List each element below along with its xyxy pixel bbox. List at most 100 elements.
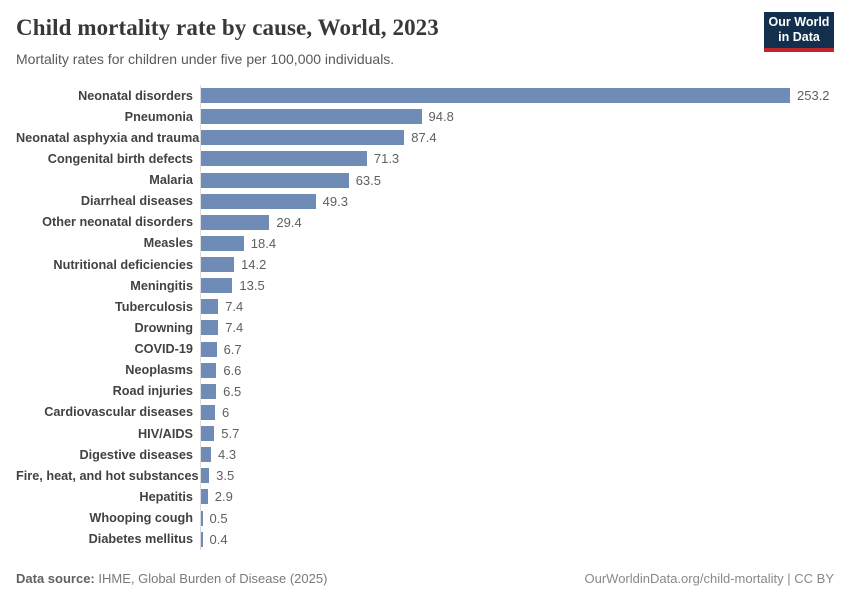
bar-track: 7.4 bbox=[200, 296, 834, 318]
bar[interactable] bbox=[201, 299, 219, 315]
bar[interactable] bbox=[201, 362, 217, 378]
value-label: 49.3 bbox=[322, 193, 348, 209]
category-label: Tuberculosis bbox=[114, 299, 193, 314]
value-label: 3.5 bbox=[216, 468, 235, 484]
bar-row: Malaria 63.5 bbox=[16, 169, 834, 191]
bar[interactable] bbox=[201, 426, 215, 442]
category-label: Neonatal disorders bbox=[78, 88, 193, 103]
bar-row: Neonatal asphyxia and trauma 87.4 bbox=[16, 127, 834, 149]
bar-track: 6 bbox=[200, 401, 834, 423]
category-label: Hepatitis bbox=[139, 489, 193, 504]
category-label: Fire, heat, and hot substances bbox=[16, 468, 199, 483]
bar[interactable] bbox=[201, 172, 349, 188]
category-label: Digestive diseases bbox=[79, 447, 193, 462]
footer-attribution: OurWorldinData.org/child-mortality | CC … bbox=[584, 571, 834, 586]
category-label: Pneumonia bbox=[124, 109, 193, 124]
chart-title: Child mortality rate by cause, World, 20… bbox=[16, 15, 439, 40]
value-label: 94.8 bbox=[428, 109, 454, 125]
bar-track: 7.4 bbox=[200, 317, 834, 339]
bar-row: Nutritional deficiencies 14.2 bbox=[16, 254, 834, 276]
bar[interactable] bbox=[201, 320, 219, 336]
value-label: 18.4 bbox=[250, 235, 277, 251]
footer-url[interactable]: OurWorldinData.org/child-mortality bbox=[584, 571, 784, 586]
category-label: Malaria bbox=[149, 173, 193, 188]
bar-row: Other neonatal disorders 29.4 bbox=[16, 211, 834, 233]
bar-row: Tuberculosis 7.4 bbox=[16, 296, 834, 318]
bar-track: 94.8 bbox=[200, 106, 834, 128]
bar-track: 63.5 bbox=[200, 169, 834, 191]
data-source-value: IHME, Global Burden of Disease (2025) bbox=[98, 571, 328, 586]
owid-logo[interactable]: Our World in Data bbox=[764, 12, 834, 52]
chart-header: Child mortality rate by cause, World, 20… bbox=[16, 12, 834, 68]
bar-track: 6.6 bbox=[200, 359, 834, 381]
bar[interactable] bbox=[201, 278, 233, 294]
value-label: 6.7 bbox=[223, 341, 242, 357]
category-label: Meningitis bbox=[130, 278, 193, 293]
bar-track: 71.3 bbox=[200, 148, 834, 170]
value-label: 0.5 bbox=[209, 510, 228, 526]
bar-row: Diabetes mellitus 0.4 bbox=[16, 528, 834, 550]
bar-track: 29.4 bbox=[200, 211, 834, 233]
bar[interactable] bbox=[201, 341, 217, 357]
bar-row: Fire, heat, and hot substances 3.5 bbox=[16, 465, 834, 487]
bar-track: 0.5 bbox=[200, 507, 834, 529]
bar-track: 14.2 bbox=[200, 254, 834, 276]
category-label: HIV/AIDS bbox=[138, 426, 193, 441]
category-label: Road injuries bbox=[112, 384, 193, 399]
bar[interactable] bbox=[201, 88, 790, 104]
category-label: Whooping cough bbox=[89, 511, 193, 526]
bar-row: HIV/AIDS 5.7 bbox=[16, 423, 834, 445]
chart-subtitle: Mortality rates for children under five … bbox=[16, 51, 395, 67]
bar-row: Cardiovascular diseases 6 bbox=[16, 401, 834, 423]
value-label: 7.4 bbox=[225, 299, 244, 315]
bar-track: 3.5 bbox=[200, 465, 834, 487]
bar-row: Road injuries 6.5 bbox=[16, 380, 834, 402]
bar[interactable] bbox=[201, 109, 422, 125]
category-label: Other neonatal disorders bbox=[42, 215, 193, 230]
category-label: Congenital birth defects bbox=[47, 151, 193, 166]
category-label: Diarrheal diseases bbox=[80, 194, 193, 209]
bar[interactable] bbox=[201, 214, 270, 230]
bar[interactable] bbox=[201, 130, 405, 146]
bar-row: Meningitis 13.5 bbox=[16, 275, 834, 297]
bar-row: Diarrheal diseases 49.3 bbox=[16, 190, 834, 212]
bar-track: 49.3 bbox=[200, 190, 834, 212]
footer-license: CC BY bbox=[794, 571, 834, 586]
category-label: Neonatal asphyxia and trauma bbox=[16, 130, 200, 145]
bar-track: 6.7 bbox=[200, 338, 834, 360]
bar-row: Measles 18.4 bbox=[16, 232, 834, 254]
category-label: Cardiovascular diseases bbox=[44, 405, 193, 420]
bar[interactable] bbox=[201, 383, 217, 399]
value-label: 0.4 bbox=[209, 531, 228, 547]
bar[interactable] bbox=[201, 404, 215, 420]
bar-row: COVID-19 6.7 bbox=[16, 338, 834, 360]
footer-separator: | bbox=[783, 571, 795, 586]
bar[interactable] bbox=[201, 193, 316, 209]
bar-row: Pneumonia 94.8 bbox=[16, 106, 834, 128]
bar-track: 4.3 bbox=[200, 444, 834, 466]
category-label: Nutritional deficiencies bbox=[53, 257, 193, 272]
bar-row: Neoplasms 6.6 bbox=[16, 359, 834, 381]
data-source-label: Data source: bbox=[16, 571, 95, 586]
value-label: 14.2 bbox=[241, 257, 267, 273]
bar-track: 87.4 bbox=[200, 127, 834, 149]
value-label: 87.4 bbox=[411, 130, 437, 146]
bar-track: 2.9 bbox=[200, 486, 834, 508]
bar[interactable] bbox=[201, 531, 203, 547]
bar-track: 6.5 bbox=[200, 380, 834, 402]
bar[interactable] bbox=[201, 151, 367, 167]
bar-track: 253.2 bbox=[200, 85, 834, 107]
value-label: 2.9 bbox=[214, 489, 233, 505]
bar[interactable] bbox=[201, 235, 244, 251]
value-label: 13.5 bbox=[239, 278, 265, 294]
bar[interactable] bbox=[201, 447, 211, 463]
bar[interactable] bbox=[201, 257, 235, 273]
bar[interactable] bbox=[201, 510, 203, 526]
value-label: 7.4 bbox=[225, 320, 244, 336]
category-label: Drowning bbox=[134, 320, 194, 335]
bar[interactable] bbox=[201, 489, 208, 505]
bar-track: 13.5 bbox=[200, 275, 834, 297]
bar[interactable] bbox=[201, 468, 210, 484]
category-label: Measles bbox=[143, 236, 193, 251]
